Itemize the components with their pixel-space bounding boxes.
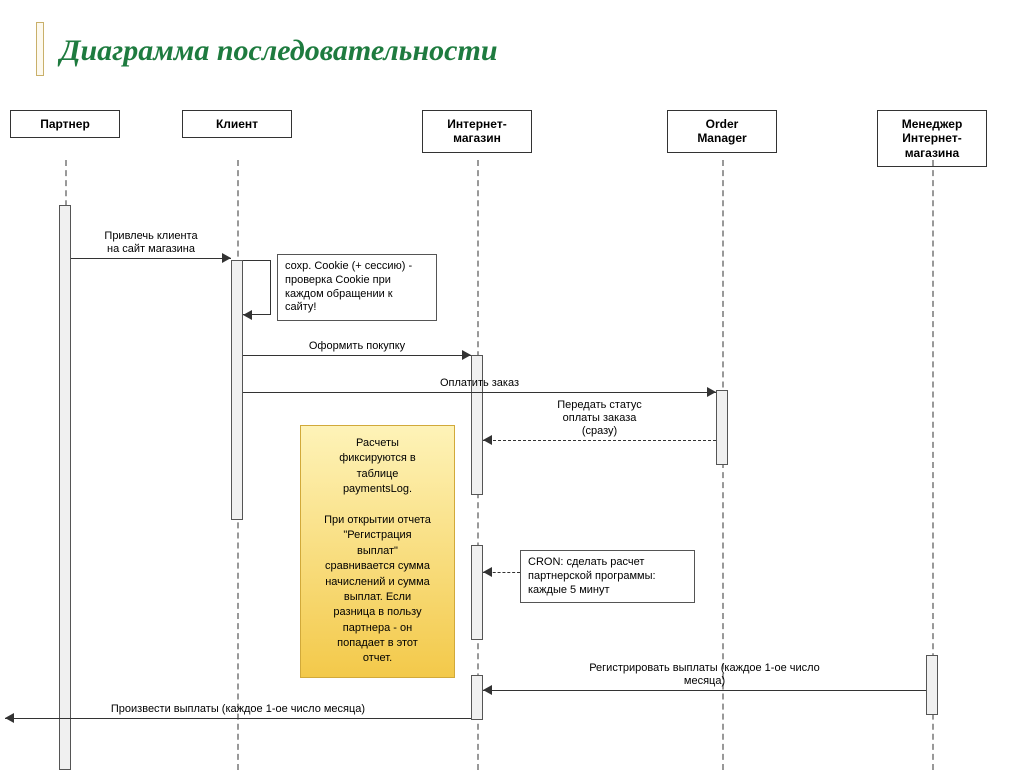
activation-shop-5 (471, 675, 483, 720)
note: Расчетыфиксируются втаблицеpaymentsLog.П… (300, 425, 455, 678)
self-message-loop (243, 260, 271, 315)
activation-mgr-6 (926, 655, 938, 715)
participant-shop: Интернет-магазин (422, 110, 532, 153)
activation-shop-4 (471, 545, 483, 640)
participant-partner: Партнер (10, 110, 120, 138)
arrow-head (243, 310, 252, 320)
message-label: Оплатить заказ (243, 377, 716, 390)
message-line (483, 440, 716, 441)
activation-client-1 (231, 260, 243, 520)
page-title: Диаграмма последовательности (60, 34, 498, 68)
message-label: Привлечь клиентана сайт магазина (71, 230, 231, 256)
participant-client: Клиент (182, 110, 292, 138)
message-line (243, 355, 471, 356)
arrow-head (483, 567, 492, 577)
message-label: Передать статусоплаты заказа(сразу) (483, 399, 716, 439)
message-label: Оформить покупку (243, 340, 471, 353)
self-message-text: сохр. Cookie (+ сессию) -проверка Cookie… (277, 254, 437, 321)
cron-box: CRON: сделать расчетпартнерской программ… (520, 550, 695, 603)
message-line (71, 258, 231, 259)
message-label: Регистрировать выплаты (каждое 1-ое числ… (483, 662, 926, 688)
sequence-diagram: Партнер Клиент Интернет-магазин OrderManage… (0, 100, 1024, 767)
title-accent (36, 22, 44, 76)
participant-mgr: МенеджерИнтернет-магазина (877, 110, 987, 167)
message-line (483, 690, 926, 691)
activation-partner-0 (59, 205, 71, 770)
message-line (5, 718, 471, 719)
activation-order-3 (716, 390, 728, 465)
activation-shop-2 (471, 355, 483, 495)
message-label: Произвести выплаты (каждое 1-ое число ме… (5, 703, 471, 716)
message-line (243, 392, 716, 393)
participant-order: OrderManager (667, 110, 777, 153)
